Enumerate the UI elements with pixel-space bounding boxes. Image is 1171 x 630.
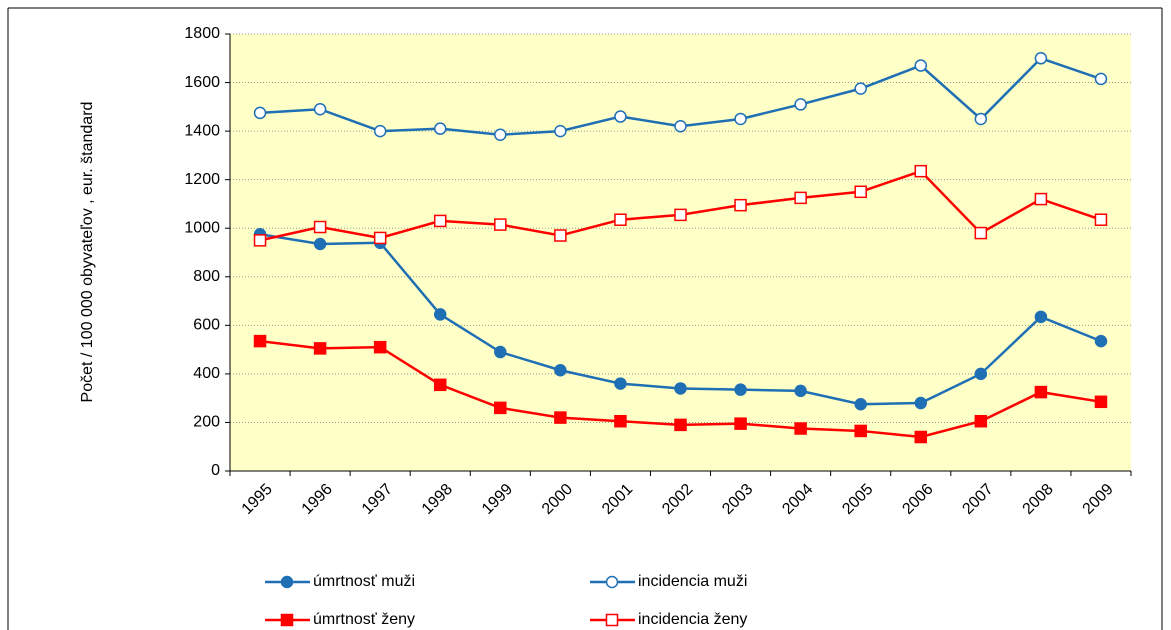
data-point xyxy=(253,334,267,348)
y-tick-label: 0 xyxy=(211,462,220,479)
y-tick-label: 800 xyxy=(193,268,220,285)
data-point xyxy=(854,397,867,411)
data-point xyxy=(614,414,627,428)
data-point xyxy=(974,367,988,381)
legend-label: incidencia ženy xyxy=(638,611,747,628)
data-point xyxy=(1094,334,1108,348)
data-point xyxy=(554,124,567,138)
data-point xyxy=(734,198,747,212)
data-point xyxy=(614,213,627,226)
x-tick-label: 1997 xyxy=(359,481,396,518)
data-point xyxy=(794,384,807,398)
data-point xyxy=(614,377,627,390)
x-tick-label: 2008 xyxy=(1020,481,1057,518)
y-tick-label: 1000 xyxy=(184,219,220,236)
x-tick-label: 2003 xyxy=(719,481,756,518)
y-tick-label: 1800 xyxy=(184,25,220,42)
x-tick-label: 2005 xyxy=(839,481,876,518)
x-tick-label: 2004 xyxy=(779,481,816,518)
x-tick-label: 1996 xyxy=(299,481,336,518)
data-point xyxy=(914,396,928,410)
x-tick-label: 1999 xyxy=(479,481,516,518)
y-tick-label: 400 xyxy=(193,365,220,382)
data-point xyxy=(253,106,267,120)
data-point xyxy=(373,231,387,245)
x-tick-label: 1998 xyxy=(419,481,456,518)
data-point xyxy=(854,185,867,199)
plot-area xyxy=(230,34,1131,471)
data-point xyxy=(734,383,747,396)
data-point xyxy=(494,128,507,142)
data-point xyxy=(433,378,447,392)
data-point xyxy=(433,122,447,135)
data-point xyxy=(433,214,447,228)
data-point xyxy=(313,342,327,355)
legend-label: incidencia muži xyxy=(638,573,747,590)
data-point xyxy=(974,112,988,126)
data-point xyxy=(373,340,387,354)
data-point xyxy=(1034,52,1048,65)
data-point xyxy=(554,411,567,424)
legend-marker xyxy=(280,613,294,627)
y-tick-label: 1200 xyxy=(184,171,220,188)
data-point xyxy=(313,103,327,116)
data-point xyxy=(373,124,387,138)
data-point xyxy=(974,414,988,428)
data-point xyxy=(914,59,928,72)
data-point xyxy=(494,401,507,415)
legend-label: úmrtnosť muži xyxy=(313,573,415,590)
data-point xyxy=(674,120,687,133)
legend-marker xyxy=(605,575,619,589)
data-point xyxy=(674,382,687,395)
data-point xyxy=(494,345,507,359)
data-point xyxy=(494,218,507,231)
data-point xyxy=(794,422,807,435)
data-point xyxy=(313,220,327,234)
data-point xyxy=(854,82,867,95)
y-axis-label: Počet / 100 000 obyvateľov , eur. štanda… xyxy=(79,102,96,403)
data-point xyxy=(1034,192,1048,206)
legend-marker xyxy=(280,575,294,589)
data-point xyxy=(554,363,567,377)
data-point xyxy=(794,98,807,111)
x-tick-label: 2000 xyxy=(539,481,576,518)
x-tick-label: 2002 xyxy=(659,481,696,518)
data-point xyxy=(433,308,447,321)
data-point xyxy=(313,237,327,251)
data-point xyxy=(914,430,928,444)
x-tick-label: 2006 xyxy=(899,481,936,518)
data-point xyxy=(253,234,267,247)
x-tick-label: 2007 xyxy=(959,481,996,518)
x-tick-label: 1995 xyxy=(239,481,276,518)
data-point xyxy=(1094,72,1108,86)
data-point xyxy=(1034,310,1048,324)
data-point xyxy=(674,418,687,432)
data-point xyxy=(614,110,627,123)
data-point xyxy=(1034,385,1048,399)
y-tick-label: 200 xyxy=(193,414,220,431)
legend-marker xyxy=(605,613,619,627)
legend-label: úmrtnosť ženy xyxy=(313,611,415,628)
data-point xyxy=(974,226,988,240)
y-tick-label: 1600 xyxy=(184,74,220,91)
y-tick-label: 1400 xyxy=(184,122,220,139)
y-tick-label: 600 xyxy=(193,317,220,334)
data-point xyxy=(1094,395,1108,409)
data-point xyxy=(734,417,747,430)
data-point xyxy=(1094,213,1108,226)
data-point xyxy=(794,191,807,205)
data-point xyxy=(734,112,747,126)
data-point xyxy=(854,424,867,438)
x-tick-label: 2009 xyxy=(1080,481,1117,518)
data-point xyxy=(674,208,687,222)
x-tick-label: 2001 xyxy=(599,481,636,518)
data-point xyxy=(554,229,567,242)
data-point xyxy=(914,164,928,178)
